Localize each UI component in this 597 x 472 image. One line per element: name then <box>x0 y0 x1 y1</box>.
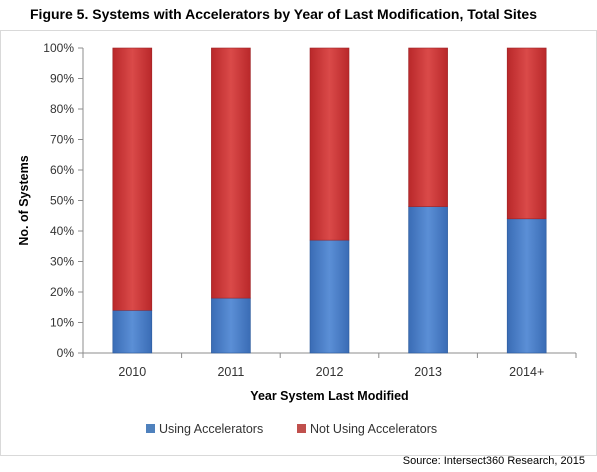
bar-using-2014plus <box>506 218 547 354</box>
bar-not-using-2012 <box>309 47 350 241</box>
y-tick-label: 100% <box>43 41 74 55</box>
y-tick-label: 90% <box>50 72 74 86</box>
x-tick-label: 2011 <box>217 365 244 379</box>
y-tick-label: 0% <box>57 346 75 360</box>
y-tick-label: 30% <box>50 255 74 269</box>
bar-using-2011 <box>211 297 251 354</box>
x-tick-label: 2010 <box>118 365 146 379</box>
bar-not-using-2010 <box>112 47 153 311</box>
legend-label-using: Using Accelerators <box>159 422 263 436</box>
y-tick-label: 50% <box>50 194 74 208</box>
y-axis-title: No. of Systems <box>17 155 31 245</box>
source-note: Source: Intersect360 Research, 2015 <box>402 455 585 467</box>
x-tick-label: 2014+ <box>509 365 544 379</box>
legend-label-not-using: Not Using Accelerators <box>310 422 437 436</box>
y-tick-label: 10% <box>50 316 74 330</box>
y-tick-label: 20% <box>50 285 74 299</box>
bar-not-using-2013 <box>408 47 448 207</box>
bar-using-2010 <box>112 309 153 354</box>
bar-using-2013 <box>408 206 448 354</box>
bar-not-using-2011 <box>211 47 251 299</box>
legend-swatch-using <box>146 424 155 433</box>
figure-title: Figure 5. Systems with Accelerators by Y… <box>30 6 537 22</box>
y-tick-label: 40% <box>50 224 74 238</box>
legend-swatch-not-using <box>297 424 306 433</box>
x-tick-label: 2012 <box>316 365 344 379</box>
bar-not-using-2014plus <box>506 47 547 220</box>
bar-using-2012 <box>309 239 350 354</box>
y-tick-label: 60% <box>50 163 74 177</box>
y-tick-label: 80% <box>50 102 74 116</box>
x-tick-label: 2013 <box>414 365 442 379</box>
x-axis-title: Year System Last Modified <box>250 389 408 403</box>
stacked-bar-chart: 0% 10% 20% 30% 40% 50% 60% 70% 80% 90% 100% 2010 201… <box>17 41 577 436</box>
chart-frame: 0% 10% 20% 30% 40% 50% 60% 70% 80% 90% 100% 2010 201… <box>0 30 597 456</box>
y-tick-label: 70% <box>50 133 74 147</box>
